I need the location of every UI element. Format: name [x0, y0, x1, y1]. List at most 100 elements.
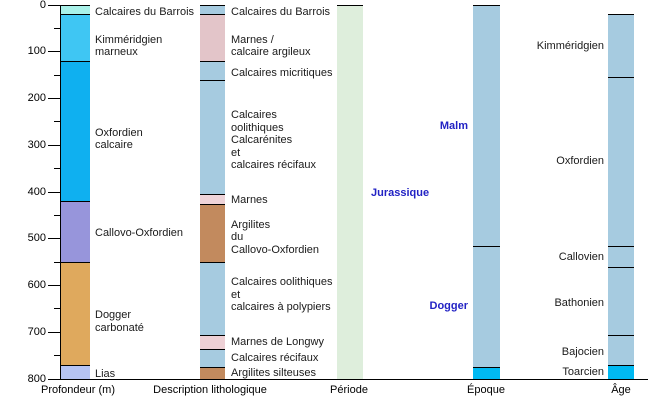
- label-line: du: [231, 231, 244, 244]
- segment-lithologie: [200, 262, 225, 335]
- depth-major-tick: [48, 98, 60, 99]
- label-line: calcaire: [95, 139, 133, 152]
- label-profondeur: Calcaires du Barrois: [95, 6, 194, 19]
- axis-title-lithologie: Description lithologique: [153, 384, 267, 396]
- label-lithologie: Marnes / calcaire argileux: [231, 34, 310, 59]
- label-line: Oxfordien: [556, 155, 604, 168]
- depth-major-tick: [48, 238, 60, 240]
- depth-tick-label: 300: [27, 138, 46, 151]
- label-age: Kimméridgien: [537, 40, 604, 53]
- axis-title-age: Âge: [611, 384, 631, 396]
- segment-lithologie: [200, 194, 225, 204]
- label-lithologie: Calcaires micritiques: [231, 67, 332, 80]
- axis-title-periode: Période: [330, 384, 368, 396]
- label-line: Lias: [95, 367, 116, 380]
- label-line: Argilites: [231, 218, 271, 231]
- segment-profondeur: [61, 364, 90, 379]
- depth-minor-tick: [54, 355, 60, 357]
- label-line: Jurassique: [371, 187, 430, 200]
- segment-age: [608, 77, 634, 246]
- label-line: Calcaires oolithiques: [231, 276, 333, 289]
- label-line: Dogger: [95, 309, 132, 322]
- segment-epoque: [473, 367, 500, 379]
- label-lithologie: Calcaires récifaux: [231, 352, 318, 365]
- segment-age: [608, 334, 634, 365]
- depth-tick-label: 200: [27, 92, 46, 104]
- label-line: Bathonien: [554, 296, 604, 309]
- label-line: Calcaires: [231, 109, 277, 122]
- bottom-axis-line: [56, 379, 648, 380]
- segment-profondeur: [61, 5, 90, 15]
- label-periode: Jurassique: [371, 187, 429, 200]
- segment-profondeur: [61, 201, 90, 263]
- label-profondeur: Lias: [95, 368, 115, 381]
- segment-lithologie: [200, 334, 225, 349]
- depth-tick-label: 600: [27, 279, 46, 291]
- label-age: Bajocien: [562, 346, 604, 359]
- label-line: Dogger: [429, 300, 469, 313]
- label-profondeur: Dogger carbonaté: [95, 309, 144, 334]
- segment-profondeur: [61, 262, 90, 365]
- label-lithologie: Calcaires oolithiques Calcarénites et calcai…: [231, 109, 316, 172]
- depth-major-tick: [48, 4, 60, 6]
- label-line: Marnes de Longwy: [231, 335, 324, 348]
- depth-tick-label: 700: [27, 325, 46, 338]
- depth-tick-label: 400: [27, 185, 46, 198]
- depth-major-tick: [48, 191, 60, 193]
- label-line: Oxfordien: [95, 126, 143, 139]
- label-line: Malm: [439, 120, 468, 133]
- segment-age: [608, 364, 634, 379]
- label-line: Kimméridgien: [95, 33, 163, 46]
- label-age: Callovien: [559, 251, 604, 264]
- label-lithologie: Marnes: [231, 194, 268, 207]
- label-age: Bathonien: [554, 297, 604, 310]
- axis-title-epoque: Époque: [467, 384, 505, 396]
- label-lithologie: Argilites du Callovo-Oxfordien: [231, 219, 319, 257]
- label-line: Marnes: [231, 193, 268, 206]
- segment-lithologie: [200, 203, 225, 263]
- label-age: Oxfordien: [556, 155, 604, 168]
- label-line: Calcaires du Barrois: [231, 5, 331, 18]
- depth-minor-tick: [54, 308, 60, 310]
- label-line: Kimméridgien: [536, 39, 604, 52]
- depth-tick-label: 800: [27, 372, 46, 385]
- segment-epoque: [473, 5, 500, 246]
- axis-title-profondeur: Profondeur (m): [41, 384, 115, 396]
- label-line: calcaire argileux: [231, 46, 311, 59]
- segment-lithologie: [200, 61, 225, 80]
- depth-minor-tick: [54, 168, 60, 170]
- segment-profondeur: [61, 14, 90, 62]
- label-epoque: Dogger: [430, 300, 469, 313]
- label-epoque: Malm: [440, 120, 468, 133]
- label-line: Calcarénites: [231, 134, 293, 147]
- segment-age: [608, 245, 634, 267]
- depth-tick-label: 100: [27, 45, 46, 58]
- label-profondeur: Oxfordien calcaire: [95, 127, 143, 152]
- depth-minor-tick: [54, 27, 60, 29]
- label-line: calcaires récifaux: [231, 159, 316, 172]
- label-lithologie: Argilites silteuses: [231, 367, 316, 380]
- label-line: marneux: [95, 46, 138, 59]
- depth-major-tick: [48, 331, 60, 333]
- segment-periode: [337, 5, 363, 379]
- segment-age: [608, 266, 634, 335]
- depth-tick-label: 500: [27, 232, 46, 245]
- label-line: Toarcien: [562, 365, 604, 378]
- segment-lithologie: [200, 5, 225, 15]
- segment-lithologie: [200, 79, 225, 195]
- segment-lithologie: [200, 348, 225, 368]
- depth-major-tick: [48, 378, 60, 380]
- label-line: Calcaires récifaux: [231, 351, 319, 364]
- depth-minor-tick: [54, 214, 60, 216]
- segment-age: [608, 14, 634, 78]
- label-line: Calcaires du Barrois: [95, 5, 195, 18]
- label-line: Argilites silteuses: [231, 366, 316, 379]
- label-age: Toarcien: [562, 366, 604, 379]
- label-line: et: [231, 288, 241, 301]
- segment-profondeur: [61, 61, 90, 202]
- label-lithologie: Calcaires du Barrois: [231, 6, 330, 19]
- segment-lithologie: [200, 367, 225, 379]
- label-line: calcaires à polypiers: [231, 301, 331, 314]
- depth-minor-tick: [54, 121, 60, 123]
